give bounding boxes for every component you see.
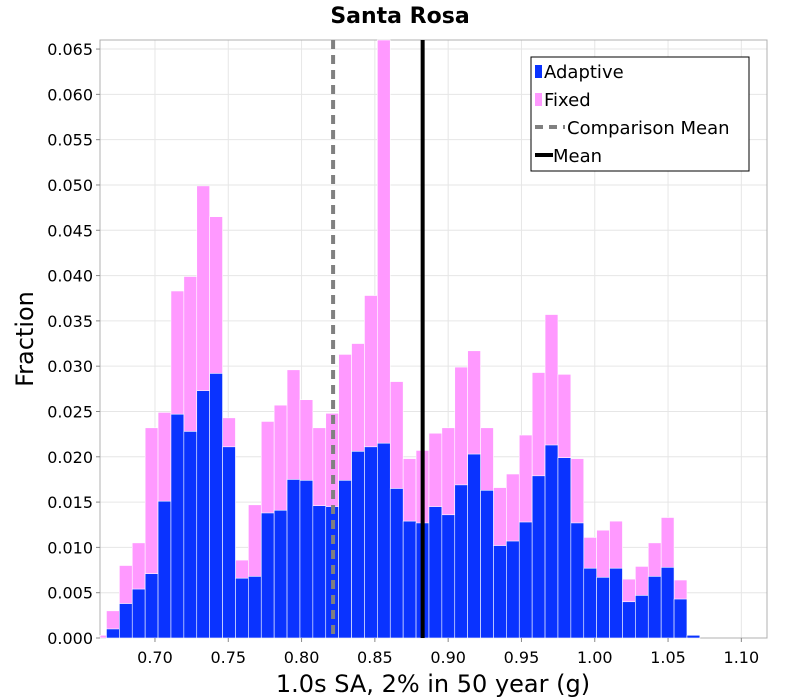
y-tick-label: 0.055 [47, 131, 93, 150]
adaptive-bar [299, 480, 314, 639]
adaptive-bar [144, 573, 159, 639]
y-axis-label: Fraction [11, 291, 39, 387]
legend-swatch-fixed [535, 93, 542, 106]
adaptive-bar [506, 540, 520, 639]
adaptive-bar [131, 588, 146, 639]
adaptive-bar [260, 512, 275, 639]
adaptive-bar [686, 634, 701, 639]
adaptive-bar [454, 484, 468, 639]
fixed-bar [99, 634, 107, 639]
adaptive-bar [596, 576, 610, 639]
adaptive-bar [286, 479, 301, 639]
legend-label-fixed: Fixed [544, 90, 591, 111]
x-tick-label: 1.10 [724, 648, 760, 667]
adaptive-bar [647, 576, 662, 639]
adaptive-bar [377, 442, 391, 639]
adaptive-bar [635, 595, 649, 639]
legend-label-adaptive: Adaptive [544, 62, 624, 83]
chart-title: Santa Rosa [330, 4, 469, 29]
adaptive-bar [170, 413, 185, 639]
adaptive-bar [364, 446, 378, 639]
adaptive-bar [119, 603, 133, 639]
adaptive-bars [106, 373, 701, 639]
adaptive-bar [273, 509, 288, 639]
legend-label-mean: Mean [553, 146, 602, 167]
adaptive-bar [222, 446, 236, 639]
adaptive-bar [660, 567, 675, 639]
adaptive-bar [493, 545, 507, 639]
x-tick-label: 1.05 [650, 648, 686, 667]
y-tick-label: 0.015 [47, 493, 93, 512]
axis-ticks: 0.000 0.005 0.010 0.015 0.020 0.025 0.030 0.035… [47, 40, 759, 667]
y-tick-label: 0.050 [47, 176, 93, 195]
x-tick-label: 0.85 [357, 648, 393, 667]
x-tick-label: 0.80 [284, 648, 320, 667]
adaptive-bar [338, 480, 352, 639]
adaptive-bar [312, 505, 327, 639]
x-tick-label: 1.00 [577, 648, 613, 667]
adaptive-bar [583, 567, 597, 639]
legend: Adaptive Fixed Comparison Mean Mean [530, 56, 750, 172]
adaptive-bar [480, 490, 494, 639]
legend-swatch-adaptive [535, 65, 542, 78]
adaptive-bar [209, 373, 223, 639]
y-tick-label: 0.030 [47, 357, 93, 376]
x-tick-label: 0.75 [210, 648, 246, 667]
x-tick-label: 0.90 [430, 648, 466, 667]
adaptive-bar [673, 598, 688, 639]
adaptive-bar [557, 457, 572, 639]
y-tick-label: 0.065 [47, 40, 93, 59]
y-tick-label: 0.045 [47, 221, 93, 240]
adaptive-bar [467, 453, 481, 639]
adaptive-bar [570, 522, 585, 639]
adaptive-bar [389, 488, 404, 639]
y-tick-label: 0.040 [47, 267, 93, 286]
adaptive-bar [441, 514, 456, 639]
adaptive-bar [622, 601, 636, 639]
adaptive-bar [402, 520, 417, 639]
x-axis-label: 1.0s SA, 2% in 50 year (g) [276, 670, 590, 698]
adaptive-bar [351, 451, 365, 639]
adaptive-bar [183, 431, 198, 639]
adaptive-bar [248, 576, 262, 639]
y-tick-label: 0.000 [47, 629, 93, 648]
y-tick-label: 0.060 [47, 85, 93, 104]
x-tick-label: 0.70 [137, 648, 173, 667]
y-tick-label: 0.020 [47, 448, 93, 467]
y-tick-label: 0.035 [47, 312, 93, 331]
y-tick-label: 0.025 [47, 402, 93, 421]
adaptive-bar [609, 567, 623, 639]
y-tick-label: 0.005 [47, 584, 93, 603]
x-tick-label: 0.95 [504, 648, 540, 667]
legend-label-comparison-mean: Comparison Mean [567, 118, 730, 139]
adaptive-bar [157, 500, 172, 639]
adaptive-bar [518, 521, 533, 639]
adaptive-bar [544, 444, 559, 639]
mean-lines [331, 40, 425, 638]
adaptive-bar [106, 628, 120, 639]
legend-box [530, 56, 750, 172]
adaptive-bar [196, 390, 210, 639]
adaptive-bar [235, 577, 249, 639]
adaptive-bar [531, 475, 546, 639]
adaptive-bar [428, 506, 443, 639]
y-tick-label: 0.010 [47, 538, 93, 557]
